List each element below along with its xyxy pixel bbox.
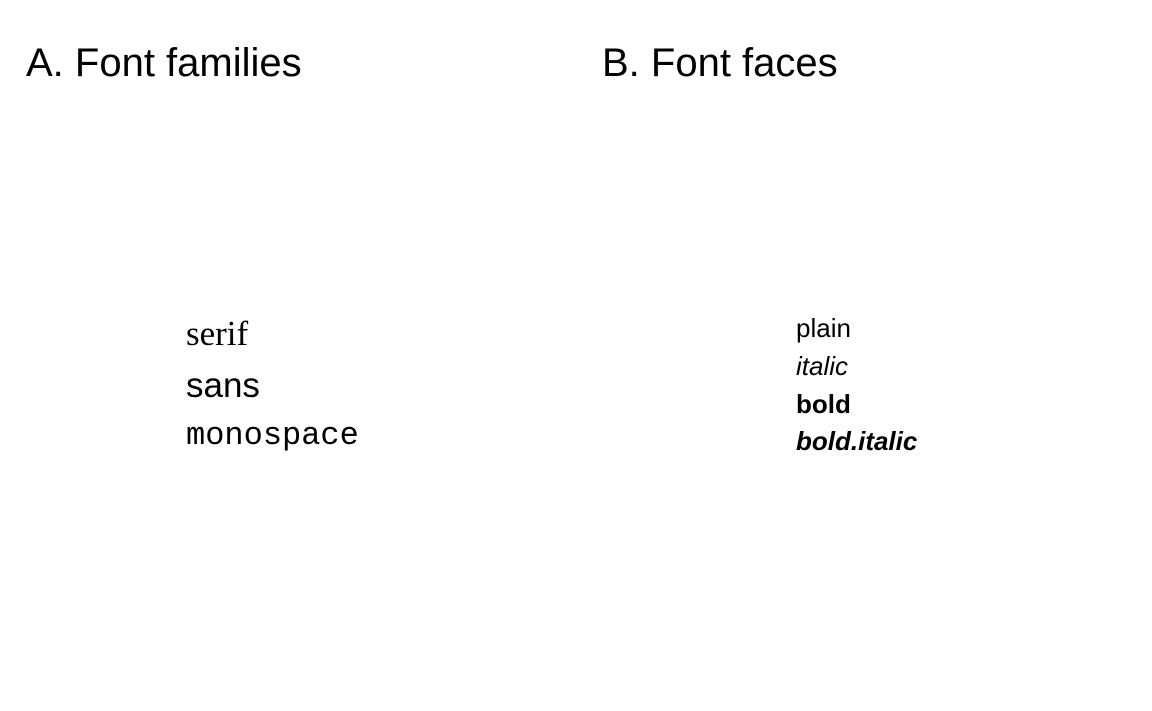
italic-sample: italic bbox=[796, 351, 849, 381]
plain-sample: plain bbox=[796, 313, 851, 343]
panel-a-title: A. Font families bbox=[26, 41, 302, 85]
serif-sample: serif bbox=[186, 314, 249, 353]
bold-italic-sample: bold.italic bbox=[796, 426, 918, 456]
panel-b-title: B. Font faces bbox=[602, 41, 838, 85]
monospace-sample: monospace bbox=[186, 417, 359, 454]
bold-sample: bold bbox=[796, 389, 851, 419]
sans-sample: sans bbox=[186, 366, 260, 405]
